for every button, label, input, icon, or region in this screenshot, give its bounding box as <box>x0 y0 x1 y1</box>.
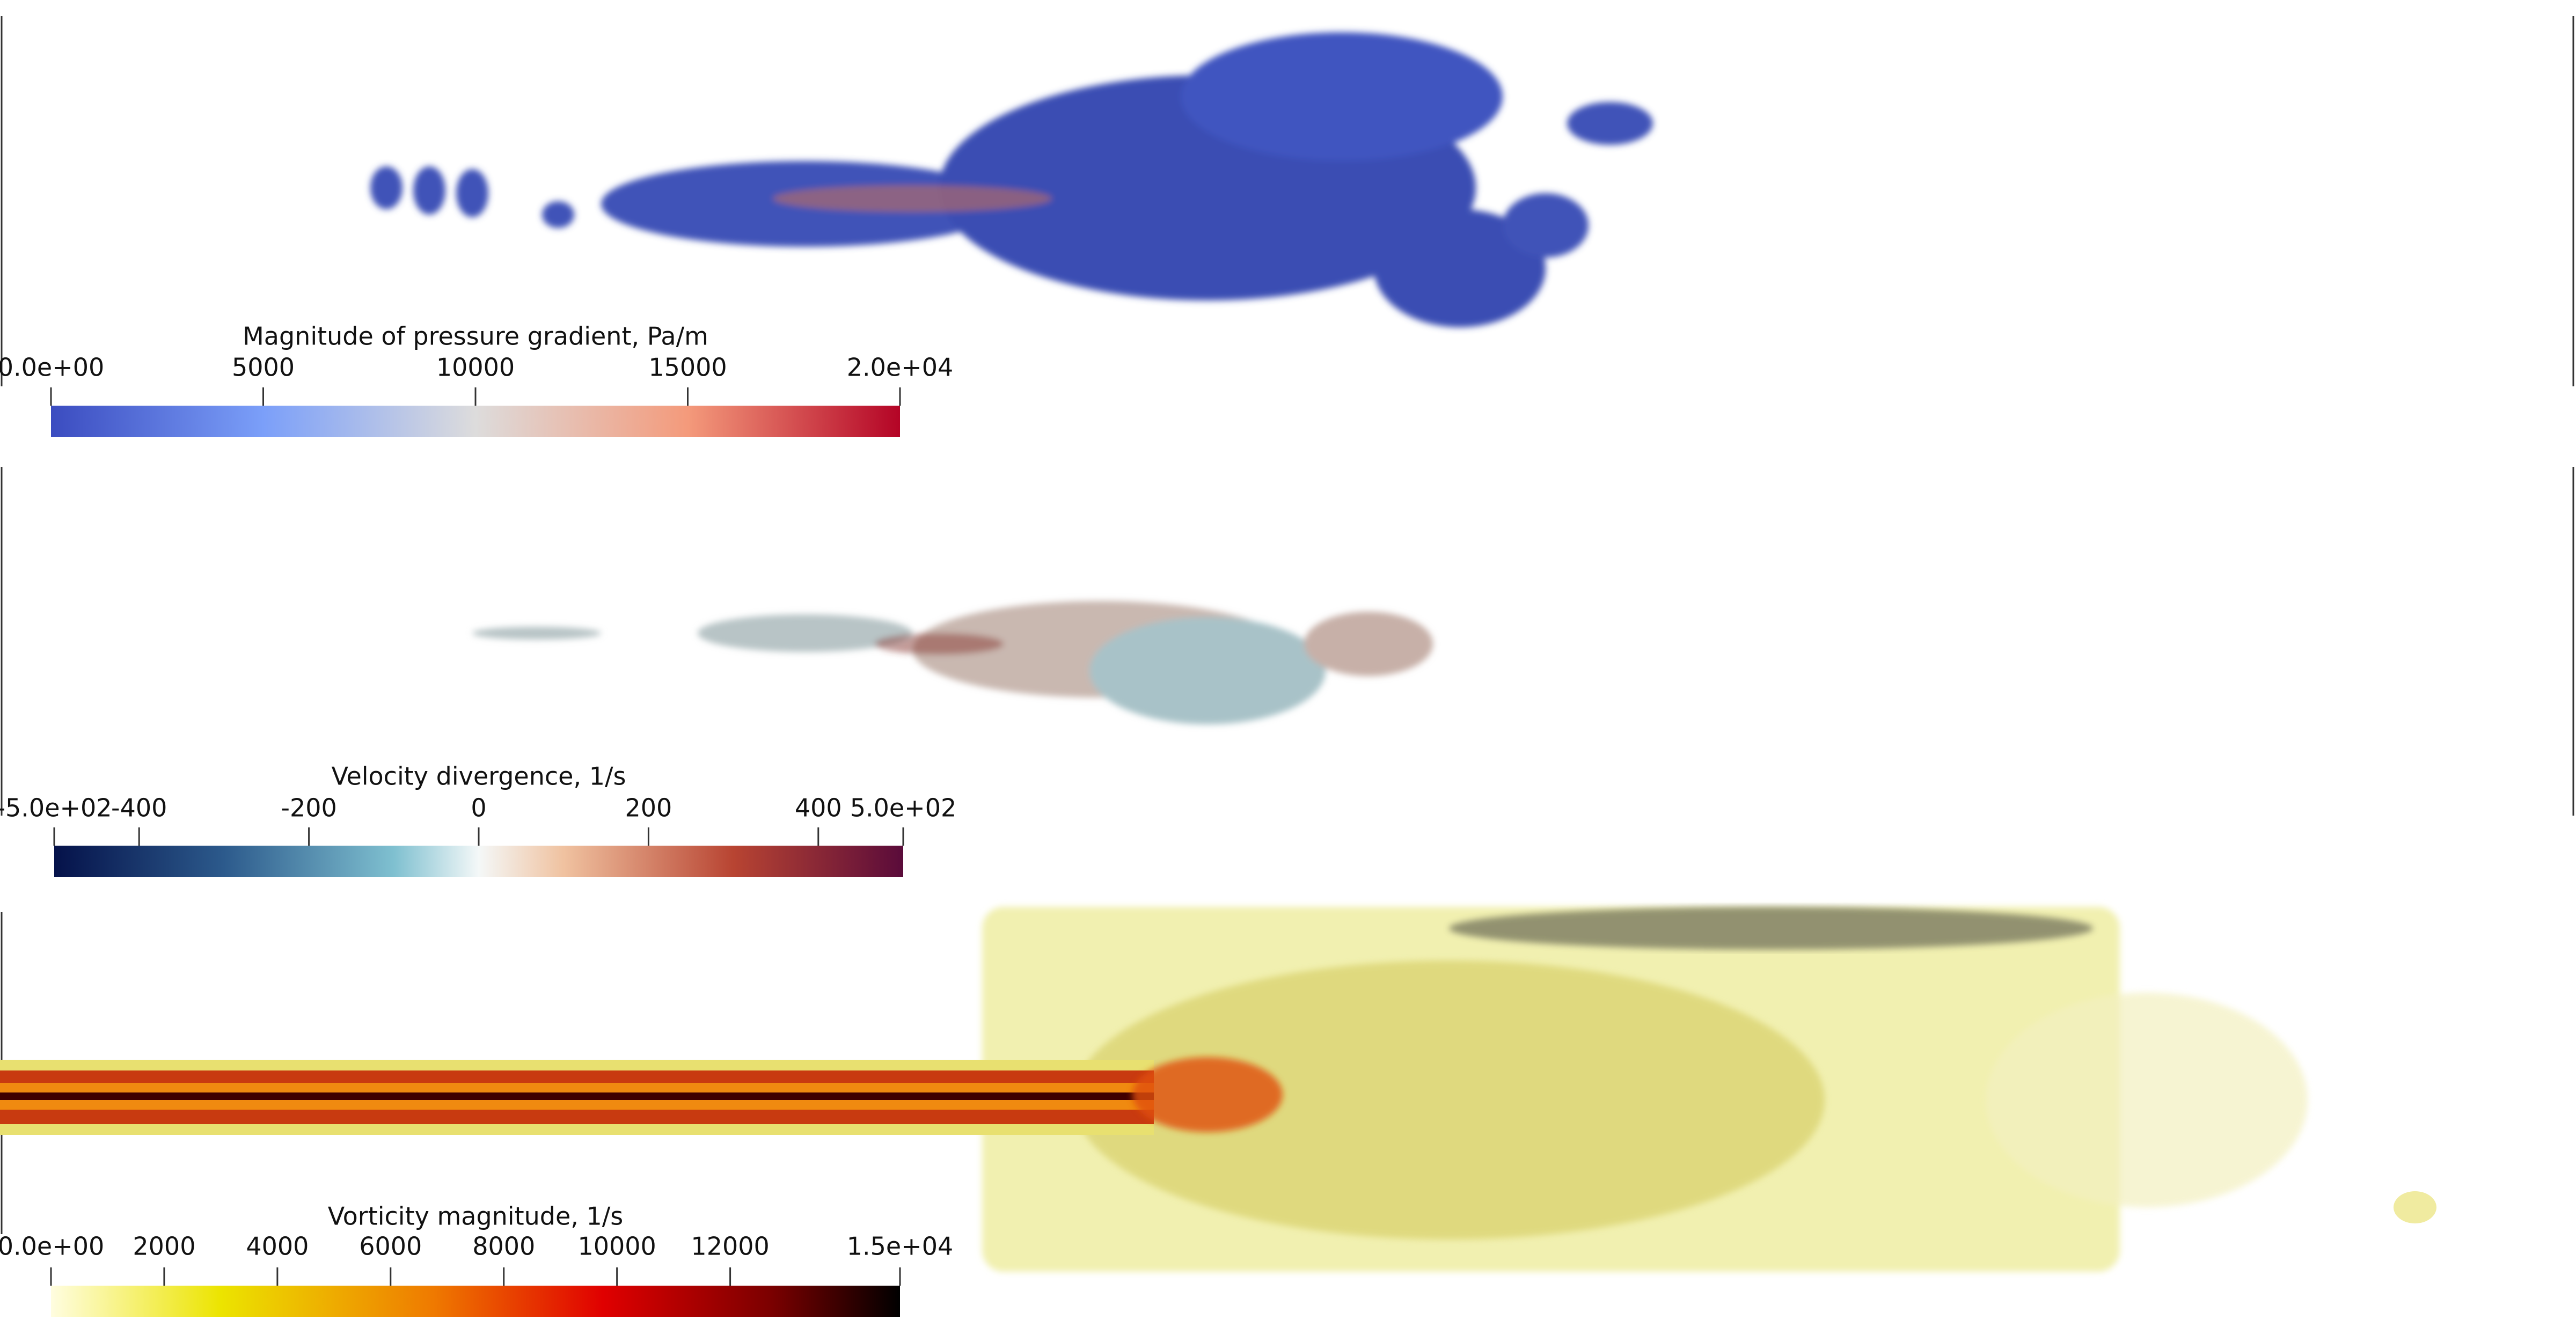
tick-label: 8000 <box>472 1232 535 1261</box>
tick-label: -5.0e+02 <box>0 794 112 823</box>
tick-label: -400 <box>111 794 167 823</box>
blob <box>698 614 912 652</box>
blob <box>1374 209 1546 327</box>
blob <box>1089 617 1326 724</box>
color-bar <box>51 406 900 437</box>
blob <box>1449 907 2093 950</box>
blob <box>1181 32 1503 161</box>
pressure-isosurface <box>370 32 1653 327</box>
divergence-isosurface <box>472 601 1433 724</box>
vorticity-isosurface <box>0 907 2436 1272</box>
blob <box>1073 960 1825 1240</box>
tick-label: 2000 <box>133 1232 195 1261</box>
blob <box>542 201 574 228</box>
tick-label: 5000 <box>232 353 295 382</box>
blob <box>413 166 445 215</box>
tick-label: -200 <box>281 794 336 823</box>
tick-label: 200 <box>625 794 672 823</box>
blob <box>1567 102 1653 145</box>
legend-title: Velocity divergence, 1/s <box>332 762 626 791</box>
legend-title: Vorticity magnitude, 1/s <box>328 1202 624 1231</box>
tick-label: 0.0e+00 <box>0 353 104 382</box>
tick-label: 4000 <box>246 1232 309 1261</box>
tick-label: 0 <box>471 794 486 823</box>
blob <box>1503 193 1589 258</box>
color-bar <box>54 846 903 877</box>
tick-label: 15000 <box>648 353 727 382</box>
blob <box>472 627 601 640</box>
tick-label: 10000 <box>577 1232 656 1261</box>
tick-label: 10000 <box>436 353 515 382</box>
blob <box>1986 993 2308 1207</box>
legend-title: Magnitude of pressure gradient, Pa/m <box>243 322 708 351</box>
tick-label: 5.0e+02 <box>850 794 957 823</box>
blob <box>370 166 402 209</box>
tick-label: 1.5e+04 <box>847 1232 954 1261</box>
tick-label: 2.0e+04 <box>847 353 954 382</box>
blob <box>1304 612 1433 676</box>
blob <box>773 185 1052 212</box>
blob <box>875 633 1004 655</box>
color-legends: Magnitude of pressure gradient, Pa/m 0.0e… <box>0 322 956 1317</box>
tick-label: 400 <box>795 794 842 823</box>
blob <box>2394 1191 2436 1223</box>
tick-label: 12000 <box>691 1232 769 1261</box>
color-bar <box>51 1286 900 1317</box>
blob <box>456 169 488 217</box>
tick-label: 6000 <box>359 1232 422 1261</box>
tick-label: 0.0e+00 <box>0 1232 104 1261</box>
blob <box>1132 1057 1283 1132</box>
jet <box>0 1092 1154 1100</box>
